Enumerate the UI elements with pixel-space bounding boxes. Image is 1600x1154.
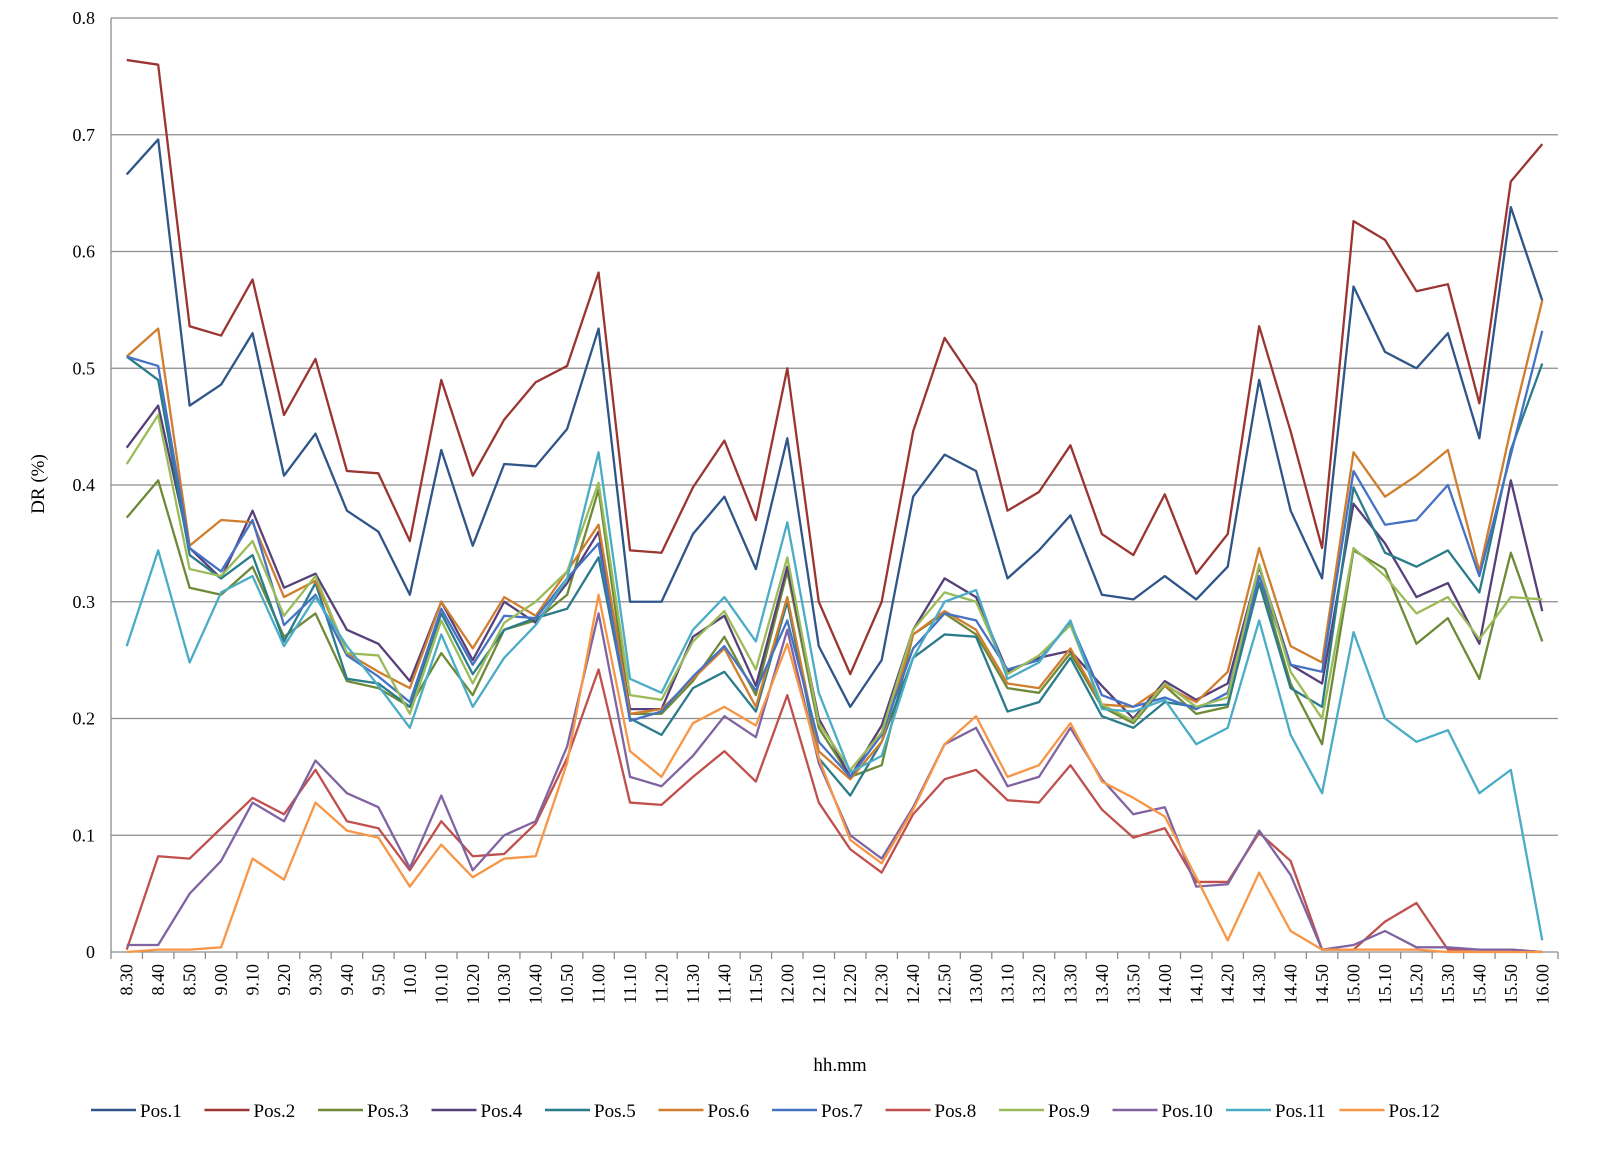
x-tick-label: 9.40 — [337, 964, 357, 996]
legend-item: Pos.3 — [318, 1101, 409, 1122]
series-line-pos-5 — [126, 355, 1544, 797]
legend-label: Pos.8 — [935, 1101, 977, 1122]
legend-label: Pos.10 — [1162, 1101, 1213, 1122]
y-tick-label: 0.7 — [73, 125, 96, 145]
legend-item: Pos.2 — [204, 1101, 296, 1122]
x-tick-label: 12.00 — [777, 964, 797, 1005]
x-tick-label: 14.00 — [1155, 964, 1175, 1005]
series-line-pos-2 — [126, 58, 1544, 676]
x-tick-label: 12.50 — [935, 964, 955, 1005]
series-line-pos-12 — [126, 593, 1543, 954]
x-tick-label: 11.30 — [683, 964, 703, 1004]
x-tick-label: 14.10 — [1186, 964, 1206, 1005]
legend-item: Pos.10 — [1112, 1101, 1213, 1122]
y-tick-label: 0.8 — [73, 8, 96, 28]
x-tick-label: 15.50 — [1501, 964, 1521, 1005]
y-tick-label: 0.5 — [73, 358, 96, 378]
x-tick-label: 13.30 — [1060, 964, 1080, 1005]
x-tick-label: 14.30 — [1249, 964, 1269, 1005]
x-tick-label: 11.10 — [620, 964, 640, 1004]
y-tick-label: 0.1 — [73, 825, 96, 845]
series-lines — [125, 58, 1544, 954]
legend-item: Pos.1 — [91, 1101, 182, 1122]
x-tick-label: 9.10 — [243, 964, 263, 996]
x-tick-label: 10.20 — [463, 964, 483, 1005]
x-tick-label: 14.20 — [1218, 964, 1238, 1005]
x-tick-label: 8.30 — [117, 964, 137, 996]
x-tick-label: 12.40 — [903, 964, 923, 1005]
x-tick-label: 9.20 — [274, 964, 294, 996]
legend-label: Pos.9 — [1048, 1101, 1090, 1122]
legend-label: Pos.5 — [594, 1101, 636, 1122]
x-tick-label: 13.40 — [1092, 964, 1112, 1005]
x-tick-label: 8.50 — [180, 964, 200, 996]
x-tick-label: 12.30 — [872, 964, 892, 1005]
x-tick-label: 15.00 — [1344, 964, 1364, 1005]
series-line-pos-9 — [125, 413, 1543, 772]
x-tick-label: 10.10 — [431, 964, 451, 1005]
y-tick-label: 0.3 — [73, 592, 96, 612]
series-line-pos-1 — [125, 138, 1544, 708]
x-tick-label: 12.20 — [840, 964, 860, 1005]
x-tick-label: 15.20 — [1406, 964, 1426, 1005]
legend-label: Pos.7 — [821, 1101, 863, 1122]
x-tick-label: 10.40 — [526, 964, 546, 1005]
legend-label: Pos.2 — [254, 1101, 296, 1122]
legend-item: Pos.5 — [545, 1101, 636, 1122]
x-axis-title: hh.mm — [813, 1055, 867, 1076]
x-tick-label: 9.30 — [305, 964, 325, 996]
x-tick-label: 13.20 — [1029, 964, 1049, 1005]
legend-item: Pos.9 — [999, 1101, 1090, 1122]
x-tick-label: 13.00 — [966, 964, 986, 1005]
x-tick-label: 10.0 — [400, 964, 420, 996]
legend-item: Pos.4 — [431, 1101, 523, 1122]
x-tick-label: 11.50 — [746, 964, 766, 1004]
y-tick-label: 0.2 — [73, 709, 96, 729]
y-tick-label: 0.6 — [73, 242, 96, 262]
y-tick-label: 0 — [86, 942, 95, 962]
series-line-pos-8 — [125, 668, 1543, 954]
x-tick-label: 8.40 — [148, 964, 168, 996]
legend-item: Pos.8 — [885, 1101, 977, 1122]
series-line-pos-11 — [125, 451, 1544, 941]
x-tick-label: 15.40 — [1469, 964, 1489, 1005]
x-tick-label: 16.00 — [1532, 964, 1552, 1005]
legend: Pos.1 Pos.2 Pos.3 Pos.4 Pos.5 Pos.6 Pos.7 Pos.8… — [91, 1101, 1440, 1122]
x-tick-label: 10.50 — [557, 964, 577, 1005]
legend-item: Pos.12 — [1339, 1101, 1440, 1122]
series-line-pos-6 — [125, 300, 1544, 781]
x-tick-label: 11.20 — [651, 964, 671, 1004]
legend-label: Pos.4 — [481, 1101, 523, 1122]
gridlines — [111, 17, 1558, 836]
y-tick-label: 0.4 — [73, 475, 96, 495]
x-tick-label: 10.30 — [494, 964, 514, 1005]
x-tick-label: 15.10 — [1375, 964, 1395, 1005]
series-line-pos-7 — [126, 330, 1544, 779]
series-line-pos-3 — [125, 479, 1544, 779]
legend-item: Pos.11 — [1226, 1101, 1326, 1122]
x-tick-label: 14.50 — [1312, 964, 1332, 1005]
x-axis: 8.30 8.40 8.50 9.00 9.10 9.20 9.30 9.40 9.50 10.0… — [110, 18, 1559, 1005]
y-axis-title: DR (%) — [28, 454, 49, 514]
x-tick-label: 14.40 — [1281, 964, 1301, 1005]
legend-label: Pos.6 — [708, 1101, 750, 1122]
legend-label: Pos.1 — [140, 1101, 182, 1122]
legend-item: Pos.6 — [658, 1101, 750, 1122]
y-tick-labels: 0 0.1 0.2 0.3 0.4 0.5 0.6 0.7 0.8 — [73, 8, 96, 962]
legend-item: Pos.7 — [772, 1101, 863, 1122]
x-tick-label: 9.00 — [211, 964, 231, 996]
x-tick-label: 11.00 — [589, 964, 609, 1004]
x-tick-label: 11.40 — [714, 964, 734, 1004]
x-tick-label: 13.10 — [998, 964, 1018, 1005]
x-tick-label: 13.50 — [1123, 964, 1143, 1005]
legend-label: Pos.12 — [1389, 1101, 1440, 1122]
legend-label: Pos.3 — [367, 1101, 409, 1122]
x-tick-label: 15.30 — [1438, 964, 1458, 1005]
x-tick-label: 9.50 — [368, 964, 388, 996]
x-tick-label: 12.10 — [809, 964, 829, 1005]
legend-label: Pos.11 — [1275, 1101, 1326, 1122]
